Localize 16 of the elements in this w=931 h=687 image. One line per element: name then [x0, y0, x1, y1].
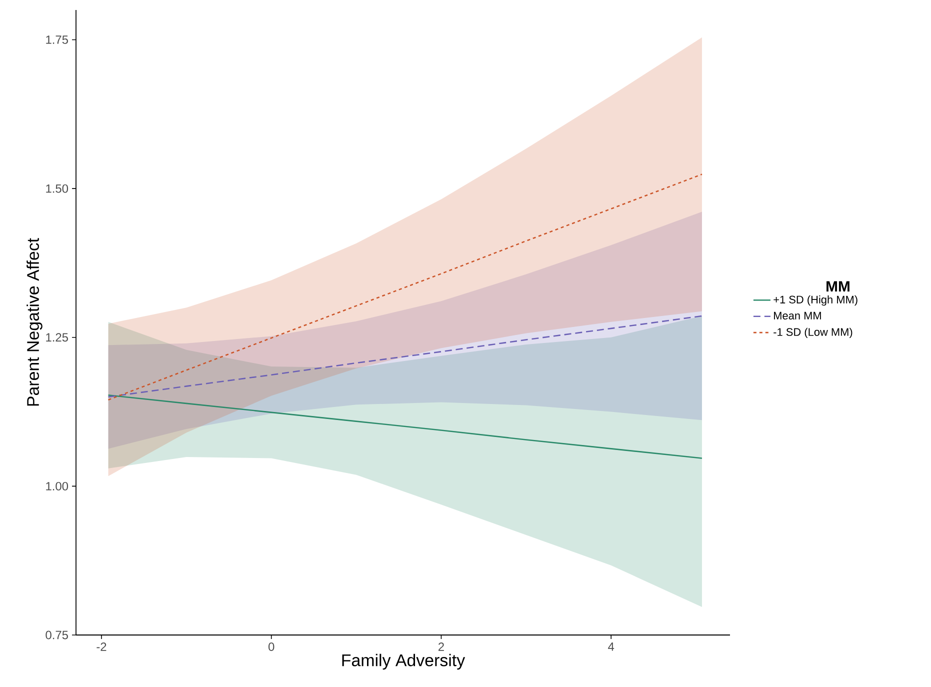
y-tick-label: 0.75 [46, 630, 68, 640]
y-tick-label: 1.50 [46, 184, 68, 193]
y-tick-label: 1.25 [46, 333, 68, 342]
x-tick-label: -2 [96, 642, 106, 651]
y-tick-label: 1.75 [46, 36, 68, 44]
y-tick-label: 1.00 [46, 482, 68, 490]
legend-label: -1 SD (Low MM) [774, 328, 852, 338]
x-tick-label: 4 [608, 642, 614, 651]
x-tick-label: 2 [438, 642, 444, 651]
legend-label: Mean MM [774, 312, 821, 320]
x-axis-title: Family Adversity [342, 654, 466, 670]
y-axis-title: Parent Negative Affect [26, 238, 42, 406]
legend-label: +1 SD (High MM) [774, 295, 858, 306]
legend-title: MM [826, 281, 850, 292]
x-tick-label: 0 [268, 642, 274, 651]
line-series [108, 315, 703, 398]
